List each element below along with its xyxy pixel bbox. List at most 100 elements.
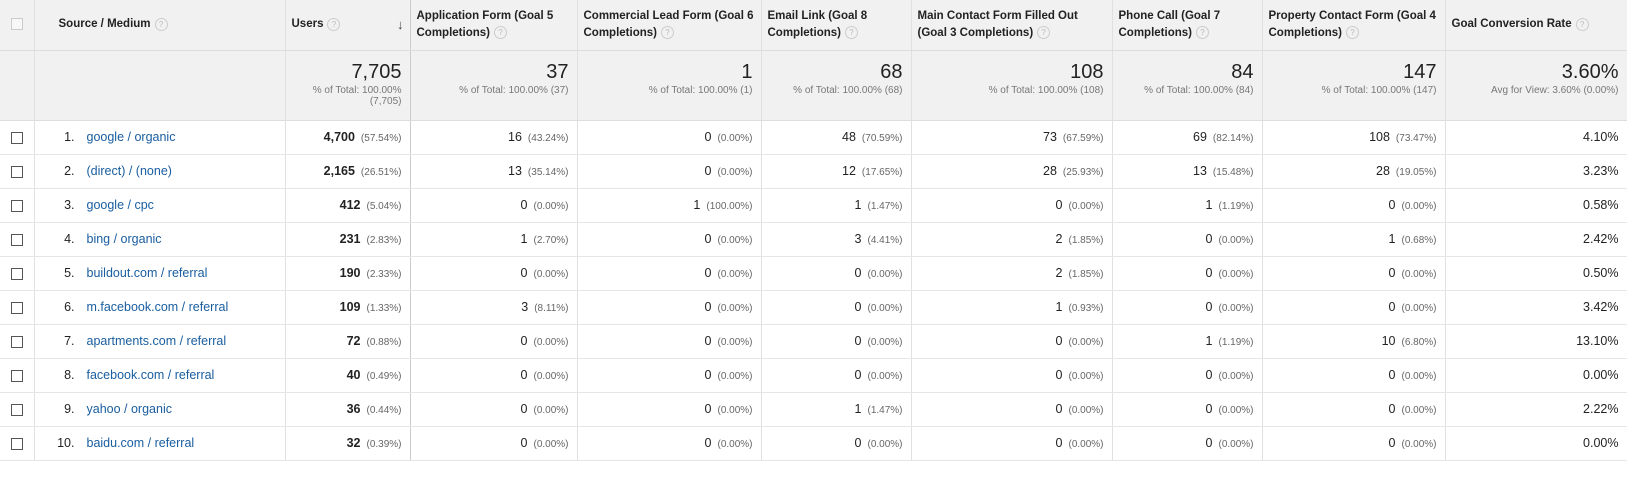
metric-cell: 40 (0.49%) [285,358,411,393]
metric-percent: (0.00%) [1218,269,1254,280]
help-icon[interactable]: ? [154,17,168,31]
row-checkbox[interactable] [10,335,23,348]
totals-subtext: % of Total: 100.00% (84) [1144,84,1254,96]
totals-value: 84 [1231,60,1254,83]
help-icon[interactable]: ? [1195,26,1209,40]
metric-value: 0 [704,436,712,450]
col-header-main-contact-form[interactable]: Main Contact Form Filled Out (Goal 3 Com… [911,0,1113,51]
metric-value: 69 [1193,130,1207,144]
metric-percent: (0.00%) [867,269,903,280]
table-row: 5. buildout.com / referral 190 (2.33%) 0 (0.0… [0,256,1627,291]
source-medium-link[interactable]: (direct) / (none) [86,164,172,178]
metric-cell: 0 (0.00%) [1112,358,1263,393]
metric-percent: (0.00%) [867,371,903,382]
source-medium-link[interactable]: bing / organic [86,232,162,246]
metric-percent: (0.00%) [717,439,753,450]
help-icon[interactable]: ? [844,26,858,40]
help-icon[interactable]: ? [660,26,674,40]
metric-cell: 10 (6.80%) [1262,324,1446,359]
row-checkbox[interactable] [10,369,23,382]
row-index: 7. [64,334,75,348]
col-header-commercial-lead-form[interactable]: Commercial Lead Form (Goal 6 Completions… [577,0,762,51]
metric-cell: 48 (70.59%) [761,120,912,155]
row-checkbox[interactable] [10,233,23,246]
help-icon[interactable]: ? [327,17,341,31]
col-header-users[interactable]: ↓ Users? [285,0,411,51]
metric-cell: 0 (0.00%) [1262,256,1446,291]
metric-percent: (0.93%) [1068,303,1104,314]
row-checkbox[interactable] [10,131,23,144]
metric-value: 1 [520,232,528,246]
metric-value: 0 [854,266,862,280]
metric-percent: (0.00%) [1068,371,1104,382]
metric-percent: (0.00%) [533,439,569,450]
source-medium-link[interactable]: buildout.com / referral [86,266,208,280]
row-checkbox[interactable] [10,165,23,178]
col-header-phone-call[interactable]: Phone Call (Goal 7 Completions)? [1112,0,1263,51]
row-index: 10. [57,436,75,450]
help-icon[interactable]: ? [1575,17,1589,31]
source-medium-link[interactable]: google / organic [86,130,176,144]
col-header-goal-conversion-rate[interactable]: Goal Conversion Rate? [1445,0,1627,51]
source-medium-link[interactable]: facebook.com / referral [86,368,215,382]
metric-cell: 108 (73.47%) [1262,120,1446,155]
row-checkbox[interactable] [10,403,23,416]
metric-percent: (0.00%) [717,405,753,416]
source-medium-link[interactable]: apartments.com / referral [86,334,227,348]
metric-cell: 1 (1.47%) [761,392,912,427]
metric-percent: (0.49%) [366,371,402,382]
metric-cell: 1 (1.19%) [1112,188,1263,223]
row-checkbox[interactable] [10,199,23,212]
metric-value: 0 [704,164,712,178]
metric-value: 0 [1388,300,1396,314]
col-header-application-form[interactable]: Application Form (Goal 5 Completions)? [410,0,578,51]
metric-value: 32 [346,436,361,450]
metric-cell: 0 (0.00%) [410,426,578,461]
row-checkbox[interactable] [10,437,23,450]
source-medium-link[interactable]: yahoo / organic [86,402,172,416]
table-row: 10. baidu.com / referral 32 (0.39%) 0 (0.00%)… [0,426,1627,461]
col-header-email-link[interactable]: Email Link (Goal 8 Completions)? [761,0,912,51]
metric-cell: 12 (17.65%) [761,154,912,189]
help-icon[interactable]: ? [493,26,507,40]
help-icon[interactable]: ? [1345,26,1359,40]
source-medium-link[interactable]: google / cpc [86,198,154,212]
metric-value: 0 [854,300,862,314]
row-index: 9. [64,402,75,416]
help-icon[interactable]: ? [1037,26,1051,40]
metric-percent: (1.47%) [867,201,903,212]
row-index: 2. [64,164,75,178]
row-checkbox[interactable] [10,267,23,280]
row-select-cell [0,358,35,393]
metric-value: 12 [842,164,856,178]
metric-value: 0 [704,402,712,416]
metric-percent: (0.00%) [1401,201,1437,212]
metric-percent: (0.39%) [366,439,402,450]
row-checkbox[interactable] [10,301,23,314]
metric-cell: 0 (0.00%) [911,358,1113,393]
row-select-cell [0,256,35,291]
metric-cell: 1 (2.70%) [410,222,578,257]
metric-value: 0 [1205,368,1213,382]
source-medium-link[interactable]: m.facebook.com / referral [86,300,229,314]
metric-value: 3.42% [1583,300,1619,314]
metric-percent: (0.00%) [717,269,753,280]
metric-value: 0 [704,368,712,382]
table-row: 9. yahoo / organic 36 (0.44%) 0 (0.00%) 0 (0.00… [0,392,1627,427]
metric-percent: (15.48%) [1212,167,1254,178]
source-medium-link[interactable]: baidu.com / referral [86,436,195,450]
metric-percent: (0.00%) [717,337,753,348]
select-all-checkbox[interactable] [10,18,23,31]
metric-cell: 28 (19.05%) [1262,154,1446,189]
metric-percent: (100.00%) [706,201,753,212]
totals-subtext: % of Total: 100.00% (7,705) [312,84,402,107]
totals-label-cell [34,50,286,121]
metric-value: 0 [854,368,862,382]
metric-value: 108 [1369,130,1390,144]
metric-cell: 0 (0.00%) [577,120,762,155]
sort-desc-icon[interactable]: ↓ [397,17,404,33]
metric-value: 2,165 [323,164,355,178]
col-header-source[interactable]: Source / Medium? [34,0,286,51]
totals-subtext: % of Total: 100.00% (68) [793,84,903,96]
col-header-property-contact-form[interactable]: Property Contact Form (Goal 4 Completion… [1262,0,1446,51]
